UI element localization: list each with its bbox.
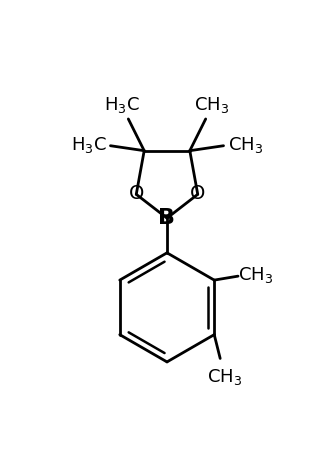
Text: CH$_3$: CH$_3$: [228, 135, 263, 155]
Text: O: O: [129, 184, 144, 203]
Text: CH$_3$: CH$_3$: [194, 95, 229, 115]
Text: CH$_3$: CH$_3$: [206, 367, 242, 387]
Text: H$_3$C: H$_3$C: [105, 95, 140, 115]
Text: H$_3$C: H$_3$C: [71, 135, 107, 155]
Text: CH$_3$: CH$_3$: [238, 265, 274, 285]
Text: O: O: [190, 184, 205, 203]
Text: B: B: [159, 208, 175, 228]
